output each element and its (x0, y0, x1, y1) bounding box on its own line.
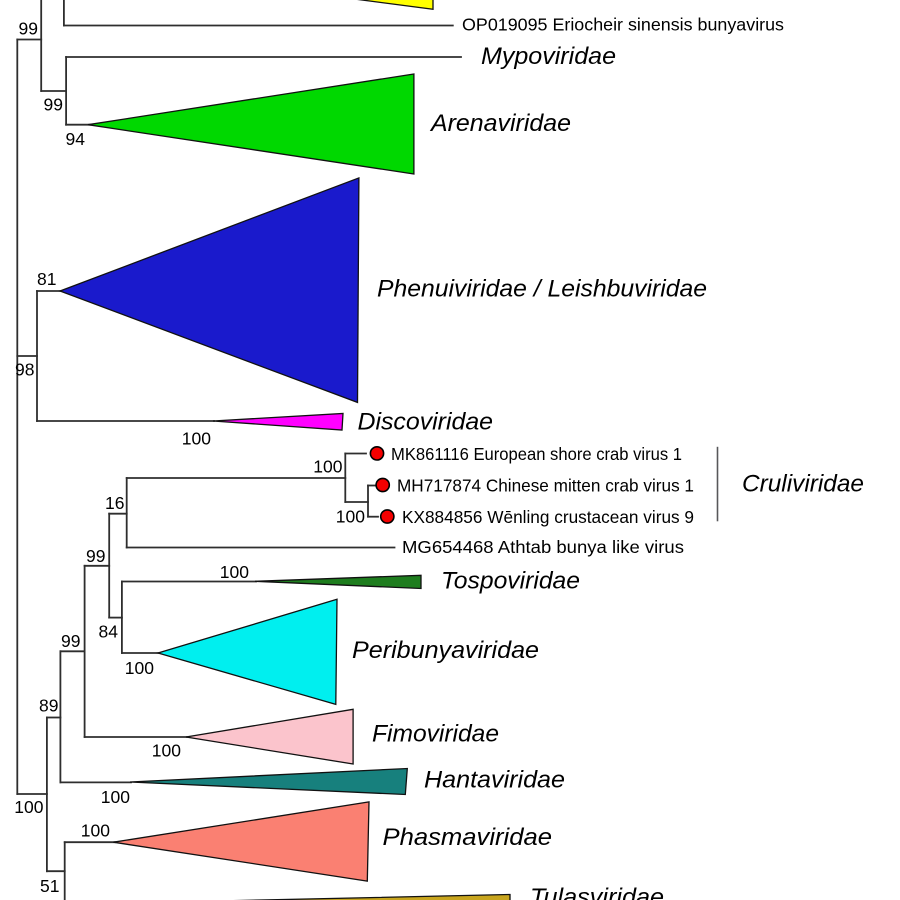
svg-text:99: 99 (19, 19, 38, 39)
svg-text:Discoviridae: Discoviridae (358, 409, 494, 436)
svg-text:99: 99 (86, 546, 105, 566)
svg-text:100: 100 (101, 787, 130, 807)
svg-text:100: 100 (220, 562, 249, 582)
svg-text:Cruliviridae: Cruliviridae (742, 471, 864, 498)
svg-text:100: 100 (125, 658, 154, 678)
svg-text:81: 81 (37, 269, 56, 289)
svg-text:100: 100 (313, 457, 342, 477)
svg-text:MH717874 Chinese mitten crab v: MH717874 Chinese mitten crab virus 1 (397, 475, 694, 495)
svg-text:94: 94 (66, 129, 86, 149)
svg-text:98: 98 (15, 360, 34, 380)
svg-text:MK861116 European shore crab v: MK861116 European shore crab virus 1 (391, 444, 682, 464)
svg-text:Phenuiviridae / Leishbuviridae: Phenuiviridae / Leishbuviridae (377, 276, 707, 303)
svg-text:99: 99 (44, 95, 63, 115)
svg-text:100: 100 (182, 429, 211, 449)
svg-text:100: 100 (336, 507, 365, 527)
svg-text:51: 51 (40, 876, 59, 896)
svg-text:Arenaviridae: Arenaviridae (429, 110, 571, 137)
svg-text:Phasmaviridae: Phasmaviridae (383, 824, 553, 851)
svg-text:100: 100 (152, 741, 181, 761)
svg-text:89: 89 (39, 696, 58, 716)
svg-text:Mypoviridae: Mypoviridae (481, 43, 616, 70)
svg-text:84: 84 (99, 622, 119, 642)
svg-text:99: 99 (61, 631, 80, 651)
svg-text:MG654468 Athtab bunya like vir: MG654468 Athtab bunya like virus (402, 537, 684, 557)
svg-text:Peribunyaviridae: Peribunyaviridae (352, 637, 539, 664)
svg-text:16: 16 (105, 493, 124, 513)
svg-text:Hantaviridae: Hantaviridae (424, 767, 565, 794)
svg-text:OP019095 Eriocheir sinensis bu: OP019095 Eriocheir sinensis bunyavirus (462, 14, 784, 34)
svg-text:KX884856 Wēnling crustacean vi: KX884856 Wēnling crustacean virus 9 (402, 507, 694, 527)
svg-text:Tospoviridae: Tospoviridae (441, 568, 580, 595)
svg-text:100: 100 (81, 821, 110, 841)
svg-text:Fimoviridae: Fimoviridae (372, 721, 499, 748)
svg-text:Tulasviridae: Tulasviridae (530, 884, 664, 900)
svg-text:100: 100 (14, 797, 43, 817)
